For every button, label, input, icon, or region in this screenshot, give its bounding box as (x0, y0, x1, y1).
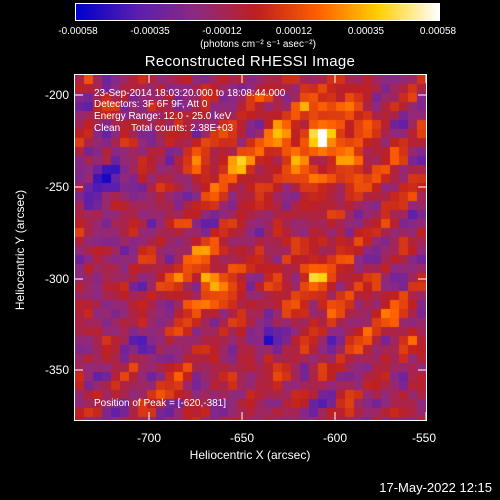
x-tick-label: -600 (322, 431, 348, 445)
colorbar-tick-label: -0.00058 (58, 26, 98, 37)
colorbar-tick-label: 0.00058 (419, 26, 457, 37)
colorbar-tick-label: 0.00012 (275, 26, 313, 37)
generation-timestamp: 17-May-2022 12:15 (379, 480, 492, 495)
x-tick-label: -650 (229, 431, 255, 445)
y-tick-label: -350 (44, 363, 69, 377)
annotation-time-range: 23-Sep-2014 18:03:20.000 to 18:08:44.000 (94, 88, 286, 99)
colorbar (75, 3, 440, 21)
colorbar-tick-label: -0.00012 (202, 26, 242, 37)
colorbar-tick-label: 0.00035 (347, 26, 385, 37)
annotation-peak-position: Position of Peak = [-620,-381] (94, 398, 227, 409)
colorbar-tick-label: -0.00035 (130, 26, 170, 37)
image-title: Reconstructed RHESSI Image (144, 53, 356, 70)
colorbar-units-label: (photons cm⁻² s⁻¹ asec⁻²) (200, 39, 316, 50)
annotation-method-counts: Clean Total counts: 2.38E+03 (94, 123, 234, 134)
image-plot-area (74, 74, 427, 421)
y-tick-label: -300 (44, 272, 69, 286)
y-tick-label: -250 (44, 180, 69, 194)
x-tick-label: -700 (136, 431, 162, 445)
annotation-detectors: Detectors: 3F 6F 9F, Att 0 (94, 99, 208, 110)
y-tick-label: -200 (44, 88, 69, 102)
annotation-energy-range: Energy Range: 12.0 - 25.0 keV (94, 111, 232, 122)
x-tick-label: -550 (411, 431, 437, 445)
y-axis-label: Heliocentric Y (arcsec) (13, 189, 27, 311)
x-axis-label: Heliocentric X (arcsec) (189, 448, 311, 462)
rhessi-image-heatmap (75, 75, 426, 420)
